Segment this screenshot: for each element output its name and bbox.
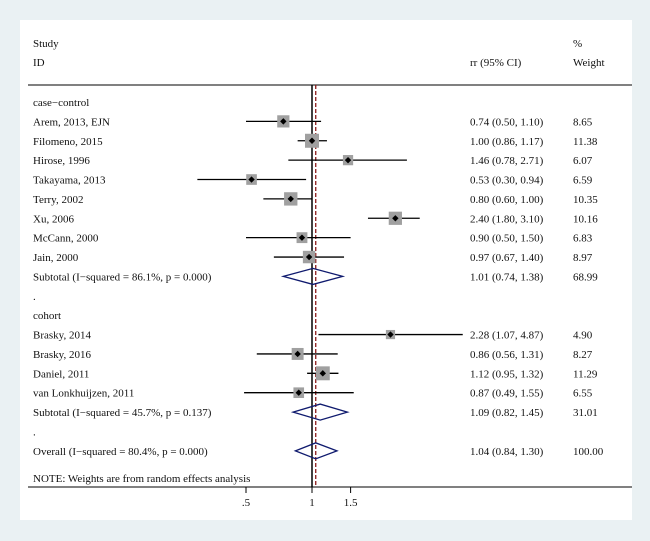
weight-text: 68.99 xyxy=(573,271,598,283)
ci-text: 1.12 (0.95, 1.32) xyxy=(470,368,544,380)
ci-text: 0.86 (0.56, 1.31) xyxy=(470,349,544,361)
weight-text: 4.90 xyxy=(573,330,593,342)
point-estimate xyxy=(298,234,306,241)
study-label: Filomeno, 2015 xyxy=(33,136,103,148)
point-estimate xyxy=(280,118,287,125)
study-label: Hirose, 1996 xyxy=(33,155,90,167)
point-estimate xyxy=(308,137,316,144)
weight-text: 8.97 xyxy=(573,252,593,264)
point-estimate xyxy=(344,156,352,164)
subtotal-label: Subtotal (I−squared = 45.7%, p = 0.137) xyxy=(33,407,212,419)
point-estimate xyxy=(319,370,326,377)
header-weight: Weight xyxy=(573,57,605,69)
point-estimate xyxy=(392,215,399,222)
ci-text: 2.40 (1.80, 3.10) xyxy=(470,213,544,225)
point-estimate xyxy=(294,350,301,358)
point-estimate xyxy=(295,389,302,396)
weight-text: 11.29 xyxy=(573,368,598,380)
weight-text: 8.65 xyxy=(573,116,593,128)
pooled-diamond xyxy=(280,267,346,286)
weight-text: 8.27 xyxy=(573,349,593,361)
weight-text: 10.35 xyxy=(573,194,598,206)
ci-text: 2.28 (1.07, 4.87) xyxy=(470,330,544,342)
pooled-diamond xyxy=(290,403,350,421)
ci-text: 0.53 (0.30, 0.94) xyxy=(470,175,544,187)
forest-rows: case−control Arem, 2013, EJN 0.74 (0.50, 1… xyxy=(33,85,604,487)
study-label: Takayama, 2013 xyxy=(33,175,106,187)
ci-text: 1.46 (0.78, 2.71) xyxy=(470,155,544,167)
ci-text: 1.00 (0.86, 1.17) xyxy=(470,136,544,148)
ci-text: 0.90 (0.50, 1.50) xyxy=(470,233,544,245)
weight-text: 6.07 xyxy=(573,155,593,167)
study-label: Jain, 2000 xyxy=(33,252,79,264)
spacer-label: . xyxy=(33,291,36,303)
study-label: Daniel, 2011 xyxy=(33,368,89,380)
header-ci: rr (95% CI) xyxy=(470,57,522,69)
ci-text: 0.87 (0.49, 1.55) xyxy=(470,388,544,400)
study-label: Terry, 2002 xyxy=(33,194,83,206)
weight-text: 6.83 xyxy=(573,233,593,245)
study-label: Brasky, 2014 xyxy=(33,330,91,342)
ci-text: 0.80 (0.60, 1.00) xyxy=(470,194,544,206)
x-tick-label: .5 xyxy=(242,497,251,509)
weight-text: 10.16 xyxy=(573,213,598,225)
ci-text: 0.97 (0.67, 1.40) xyxy=(470,252,544,264)
weight-text: 11.38 xyxy=(573,136,598,148)
weight-text: 31.01 xyxy=(573,407,598,419)
study-label: Brasky, 2016 xyxy=(33,349,91,361)
group-label: cohort xyxy=(33,310,61,322)
ci-text: 1.01 (0.74, 1.38) xyxy=(470,271,544,283)
weight-text: 6.55 xyxy=(573,388,593,400)
point-estimate xyxy=(287,195,294,203)
ci-text: 0.74 (0.50, 1.10) xyxy=(470,116,544,128)
overall-label: Overall (I−squared = 80.4%, p = 0.000) xyxy=(33,446,208,458)
group-label: case−control xyxy=(33,97,89,109)
point-estimate xyxy=(305,253,313,261)
point-estimate xyxy=(248,176,255,183)
study-label: Xu, 2006 xyxy=(33,213,74,225)
subtotal-label: Subtotal (I−squared = 86.1%, p = 0.000) xyxy=(33,271,212,283)
weight-text: 100.00 xyxy=(573,446,604,458)
spacer-label: . xyxy=(33,426,36,438)
plot-panel xyxy=(20,20,632,520)
point-estimate xyxy=(387,331,394,338)
x-tick-label: 1 xyxy=(309,497,315,509)
x-axis: .5 1 1.5 xyxy=(242,487,358,509)
study-label: van Lonkhuijzen, 2011 xyxy=(33,388,134,400)
pooled-diamond xyxy=(293,442,339,460)
header-id: ID xyxy=(33,57,45,69)
study-label: McCann, 2000 xyxy=(33,233,99,245)
header-study: Study xyxy=(33,38,59,50)
header-percent: % xyxy=(573,38,582,50)
ci-text: 1.04 (0.84, 1.30) xyxy=(470,446,544,458)
ci-text: 1.09 (0.82, 1.45) xyxy=(470,407,544,419)
x-tick-label: 1.5 xyxy=(344,497,358,509)
weight-text: 6.59 xyxy=(573,175,593,187)
footnote: NOTE: Weights are from random effects an… xyxy=(33,473,250,485)
study-label: Arem, 2013, EJN xyxy=(33,116,110,128)
